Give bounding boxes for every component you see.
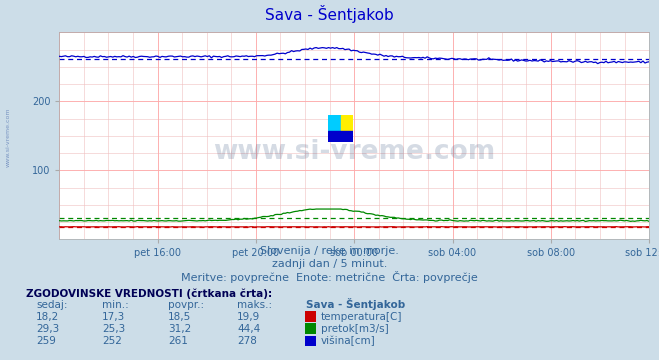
Text: 25,3: 25,3 xyxy=(102,324,125,334)
Text: 18,5: 18,5 xyxy=(168,312,191,322)
Text: ZGODOVINSKE VREDNOSTI (črtkana črta):: ZGODOVINSKE VREDNOSTI (črtkana črta): xyxy=(26,288,272,299)
Text: Sava - Šentjakob: Sava - Šentjakob xyxy=(265,5,394,23)
Bar xyxy=(341,115,353,142)
Polygon shape xyxy=(328,131,353,142)
Text: 29,3: 29,3 xyxy=(36,324,59,334)
Text: Slovenija / reke in morje.: Slovenija / reke in morje. xyxy=(260,246,399,256)
Text: www.si-vreme.com: www.si-vreme.com xyxy=(6,107,11,167)
Text: 259: 259 xyxy=(36,336,56,346)
Text: 17,3: 17,3 xyxy=(102,312,125,322)
Text: www.si-vreme.com: www.si-vreme.com xyxy=(213,139,496,166)
Text: zadnji dan / 5 minut.: zadnji dan / 5 minut. xyxy=(272,260,387,270)
Text: 261: 261 xyxy=(168,336,188,346)
Text: povpr.:: povpr.: xyxy=(168,300,204,310)
Text: 278: 278 xyxy=(237,336,257,346)
Text: pretok[m3/s]: pretok[m3/s] xyxy=(321,324,389,334)
Bar xyxy=(328,115,341,142)
Text: Sava - Šentjakob: Sava - Šentjakob xyxy=(306,298,406,310)
Text: temperatura[C]: temperatura[C] xyxy=(321,312,403,322)
Text: min.:: min.: xyxy=(102,300,129,310)
Text: 18,2: 18,2 xyxy=(36,312,59,322)
Polygon shape xyxy=(328,131,353,142)
Text: 44,4: 44,4 xyxy=(237,324,260,334)
Text: Meritve: povprečne  Enote: metrične  Črta: povprečje: Meritve: povprečne Enote: metrične Črta:… xyxy=(181,271,478,283)
Text: 252: 252 xyxy=(102,336,122,346)
Text: 19,9: 19,9 xyxy=(237,312,260,322)
Text: maks.:: maks.: xyxy=(237,300,272,310)
Text: višina[cm]: višina[cm] xyxy=(321,336,376,346)
Text: 31,2: 31,2 xyxy=(168,324,191,334)
Text: sedaj:: sedaj: xyxy=(36,300,68,310)
